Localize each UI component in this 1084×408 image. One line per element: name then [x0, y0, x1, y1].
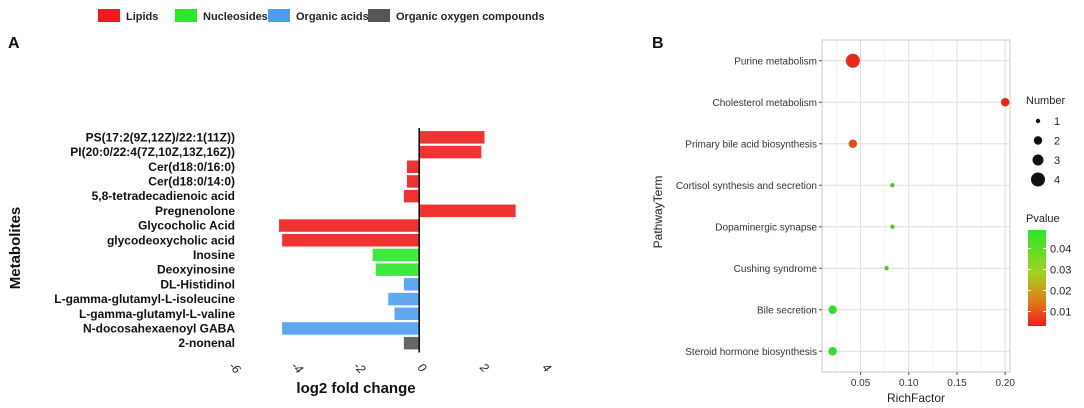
bar	[418, 204, 517, 218]
legend-swatch	[368, 9, 390, 22]
size-legend-label: 2	[1054, 136, 1060, 148]
pathway-point	[890, 224, 895, 229]
panel-a-category-labels: PS(17:2(9Z,12Z)/22:1(11Z))PI(20:0/22:4(7…	[54, 130, 235, 350]
pathway-point	[848, 139, 858, 148]
category-label: 2-nonenal	[178, 336, 235, 350]
x-tick-label: 0.10	[899, 378, 919, 389]
legend-swatch	[98, 9, 120, 22]
bar	[281, 233, 420, 247]
legend-label: Nucleosides	[203, 11, 268, 23]
panel-a-letter: A	[8, 35, 20, 52]
x-tick-label: 0.15	[947, 378, 967, 389]
size-legend-label: 4	[1054, 175, 1060, 187]
panel-b-size-legend: Number 1 2 3 4	[1026, 95, 1065, 187]
bar	[372, 248, 420, 262]
plot-border	[821, 39, 1011, 373]
category-label: Deoxyinosine	[157, 263, 235, 277]
panel-b-term-labels: Purine metabolism Cholesterol metabolism P…	[676, 56, 822, 358]
color-legend-title: Pvalue	[1026, 213, 1060, 225]
bar	[393, 307, 420, 321]
size-legend-title: Number	[1026, 95, 1065, 107]
x-tick-label: -2	[351, 359, 369, 377]
pathway-term-label: Cortisol synthesis and secretion	[676, 181, 817, 192]
bar	[406, 160, 420, 174]
category-label: L-gamma-glutamyl-L-valine	[79, 307, 235, 321]
pathway-point	[884, 266, 889, 271]
category-label: N-docosahexaenoyl GABA	[83, 321, 235, 335]
category-label: L-gamma-glutamyl-L-isoleucine	[54, 292, 235, 306]
legend-label: Lipids	[126, 11, 158, 23]
pathway-point	[828, 305, 837, 314]
pathway-point	[890, 183, 895, 188]
category-label: Inosine	[193, 248, 235, 262]
bar	[403, 189, 420, 203]
legend-swatch	[175, 9, 197, 22]
size-legend-dot	[1031, 172, 1045, 187]
color-legend-label: 0.02	[1050, 286, 1071, 298]
category-label: Cer(d18:0/16:0)	[148, 160, 235, 174]
size-legend-label: 3	[1054, 155, 1060, 167]
x-tick-label: 4	[540, 360, 555, 375]
category-label: glycodeoxycholic acid	[107, 233, 235, 247]
x-tick-label: -4	[289, 359, 307, 377]
legend-swatch	[268, 9, 290, 22]
pathway-point	[828, 347, 837, 356]
category-label: PS(17:2(9Z,12Z)/22:1(11Z))	[86, 130, 235, 144]
pathway-term-label: Dopaminergic synapse	[715, 222, 817, 233]
x-tick-label: -6	[226, 359, 244, 377]
panel-b-letter: B	[652, 35, 664, 52]
size-legend-dot	[1035, 118, 1041, 124]
color-legend-label: 0.03	[1050, 265, 1071, 277]
pathway-term-label: Cushing syndrome	[734, 264, 818, 275]
category-label: Pregnenolone	[155, 204, 235, 218]
panel-b-color-legend: Pvalue 0.04 0.03 0.02 0.01	[1026, 213, 1071, 326]
color-legend-label: 0.04	[1050, 244, 1071, 256]
color-legend-label: 0.01	[1050, 307, 1071, 319]
panel-b-x-axis-label: RichFactor	[887, 391, 945, 405]
bar	[281, 321, 420, 336]
bar	[418, 130, 485, 145]
category-label: 5,8-tetradecadienoic acid	[92, 189, 235, 203]
bar	[418, 145, 482, 159]
bar	[406, 174, 420, 189]
pathway-term-label: Cholesterol metabolism	[713, 98, 818, 109]
bar	[375, 262, 420, 277]
bar	[387, 292, 420, 306]
bar	[403, 277, 420, 292]
legend-label: Organic oxygen compounds	[396, 11, 545, 23]
category-label: DL-Histidinol	[160, 277, 235, 291]
panel-a-y-axis-label: Metabolites	[7, 207, 24, 290]
legend-label: Organic acids	[296, 11, 369, 23]
panel-b-x-ticks: 0.05 0.10 0.15 0.20	[851, 372, 1015, 389]
size-legend-label: 1	[1054, 116, 1060, 128]
panel-a-x-axis-label: log2 fold change	[296, 380, 415, 397]
x-tick-label: 0	[415, 360, 430, 375]
panel-a-legend: Lipids Nucleosides Organic acids Organic ox…	[98, 9, 545, 23]
color-legend-bar	[1028, 230, 1046, 326]
bar	[278, 218, 420, 233]
size-legend-dot	[1032, 154, 1044, 166]
pathway-point	[845, 53, 860, 68]
pathway-term-label: Purine metabolism	[734, 56, 817, 67]
panel-b-y-axis-label: PathwayTerm	[651, 176, 665, 249]
pathway-point	[1000, 98, 1010, 107]
size-legend-dot	[1033, 136, 1043, 145]
category-label: Glycocholic Acid	[138, 219, 235, 233]
category-label: Cer(d18:0/14:0)	[148, 174, 235, 188]
pathway-term-label: Primary bile acid biosynthesis	[685, 139, 817, 150]
bar	[403, 336, 420, 350]
pathway-term-label: Bile secretion	[757, 305, 817, 316]
panel-b-points	[828, 53, 1010, 356]
category-label: PI(20:0/22:4(7Z,10Z,13Z,16Z))	[70, 145, 235, 159]
x-tick-label: 2	[476, 360, 492, 376]
panel-b-plot-area	[822, 40, 1010, 372]
panel-a: A Lipids Nucleosides Organic acids Organic …	[7, 9, 554, 397]
pathway-term-label: Steroid hormone biosynthesis	[685, 347, 817, 358]
panel-b: B Purine metabolism Cholesterol metabolis…	[651, 35, 1071, 405]
x-tick-label: 0.20	[995, 378, 1015, 389]
panel-a-bars	[278, 130, 517, 350]
x-tick-label: 0.05	[851, 378, 871, 389]
